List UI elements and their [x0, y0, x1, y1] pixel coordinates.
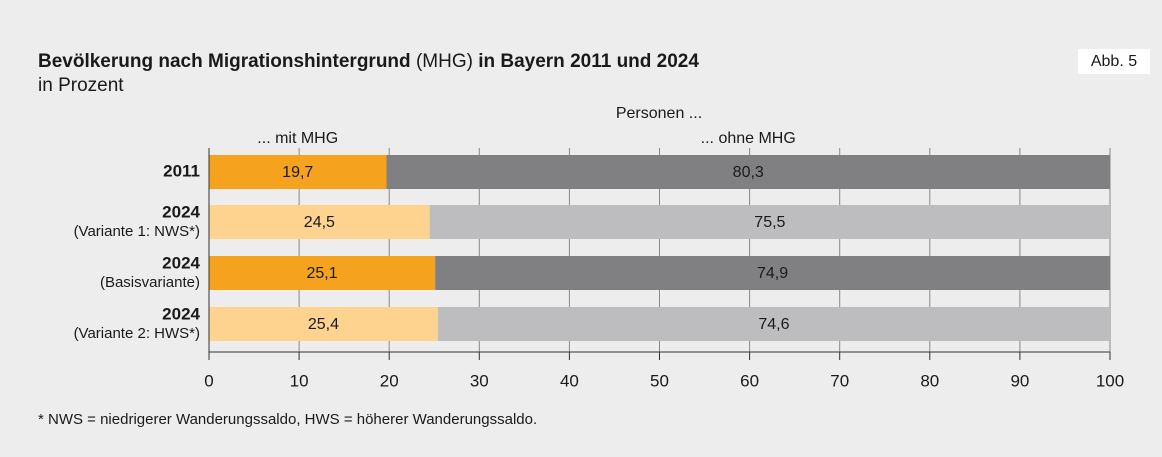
y-tick-label: 2011: [163, 161, 200, 180]
title-part: (MHG): [416, 51, 473, 72]
value-label: 19,7: [282, 164, 313, 181]
value-label: 75,5: [754, 214, 785, 231]
x-tick-label: 10: [290, 371, 309, 390]
legend-title: Personen ...: [616, 105, 702, 122]
value-label: 74,9: [757, 265, 788, 282]
x-tick-label: 90: [1010, 371, 1029, 390]
x-tick-label: 100: [1096, 371, 1124, 390]
legend-label: ... ohne MHG: [701, 130, 796, 147]
y-tick-label: 2024: [162, 304, 200, 323]
subtitle: in Prozent: [38, 75, 124, 96]
y-tick-note: (Variante 1: NWS*): [74, 223, 200, 240]
x-tick-label: 70: [830, 371, 849, 390]
bar-segment: [386, 155, 1110, 189]
bar-segment: [209, 155, 387, 189]
bar-segment: [435, 256, 1110, 290]
title-part: in Bayern 2011 und 2024: [478, 51, 699, 72]
value-label: 25,4: [308, 316, 339, 333]
bar-segment: [437, 307, 1110, 341]
y-tick-label: 2024: [162, 253, 200, 272]
bar-segment: [429, 205, 1110, 239]
x-tick-label: 40: [560, 371, 579, 390]
legend-label: ... mit MHG: [257, 130, 338, 147]
title-part: Bevölkerung nach Migrationshintergrund: [38, 51, 411, 72]
y-tick-label: 2024: [162, 202, 200, 221]
value-label: 25,1: [307, 265, 338, 282]
y-tick-note: (Basisvariante): [100, 274, 200, 291]
x-tick-label: 20: [380, 371, 399, 390]
bar-segment: [209, 307, 438, 341]
x-tick-label: 0: [204, 371, 213, 390]
badge-box: [1078, 49, 1150, 74]
value-label: 74,6: [758, 316, 789, 333]
footnote: * NWS = niedrigerer Wanderungssaldo, HWS…: [38, 411, 537, 428]
bar-segment: [209, 256, 436, 290]
value-label: 80,3: [733, 164, 764, 181]
value-label: 24,5: [304, 214, 335, 231]
bar-segment: [209, 205, 430, 239]
x-tick-label: 80: [920, 371, 939, 390]
x-tick-label: 50: [650, 371, 669, 390]
chart-title: Bevölkerung nach Migrationshintergrund (…: [38, 51, 699, 72]
x-tick-label: 30: [470, 371, 489, 390]
x-tick-label: 60: [740, 371, 759, 390]
badge: Abb. 5: [1091, 53, 1137, 70]
y-tick-note: (Variante 2: HWS*): [74, 325, 200, 342]
